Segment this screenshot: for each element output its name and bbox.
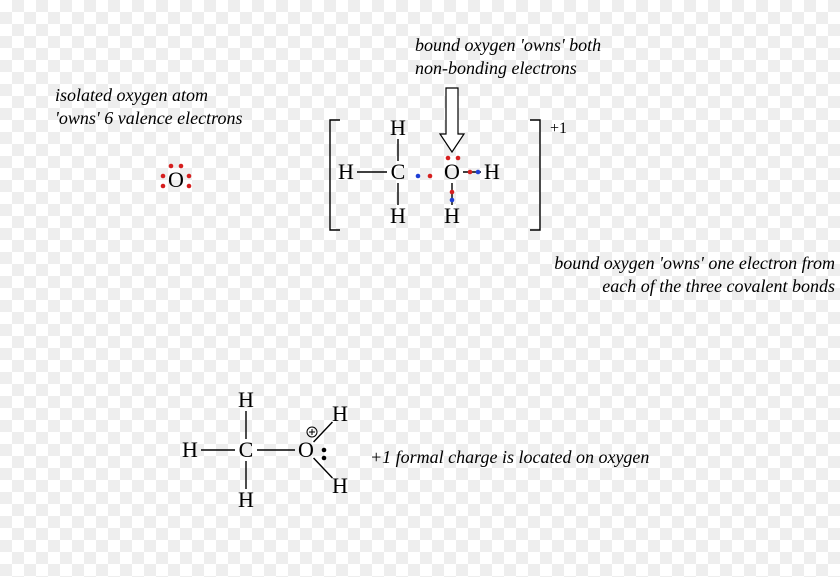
electron-dot [187,174,192,179]
electron-dot [169,164,174,169]
atom2-C: C [239,437,254,462]
atom-O: O [444,159,460,184]
atom2-O: O [298,437,314,462]
electron-dot [416,174,421,179]
atom2-H_ob: H [332,473,348,498]
bond-line [314,422,333,442]
atom-H_b: H [390,203,406,228]
atom2-H_ot: H [332,401,348,426]
electron-dot [450,198,455,203]
atom-C: C [391,159,406,184]
isolated-oxygen: O [168,167,184,192]
electron-dot [161,184,166,189]
atom-H_t: H [390,115,406,140]
arrow-down-icon [440,88,464,152]
atom-H_l: H [338,159,354,184]
atom2-H_t: H [238,387,254,412]
electron-dot [450,190,455,195]
electron-dot [187,184,192,189]
electron-dot [322,448,327,453]
atom2-H_l: H [182,437,198,462]
electron-dot [428,174,433,179]
electron-dot [476,170,481,175]
electron-dot [322,456,327,461]
atom-H_ob: H [444,203,460,228]
bond-line [314,458,333,478]
atom2-H_b: H [238,487,254,512]
electron-dot [179,164,184,169]
electron-dot [468,170,473,175]
atom-H_r: H [484,159,500,184]
chem-svg: OCOHHHHHCOHHHHH [0,0,840,577]
right-bracket [530,120,540,230]
diagram-layer: isolated oxygen atom 'owns' 6 valence el… [0,0,840,577]
electron-dot [161,174,166,179]
